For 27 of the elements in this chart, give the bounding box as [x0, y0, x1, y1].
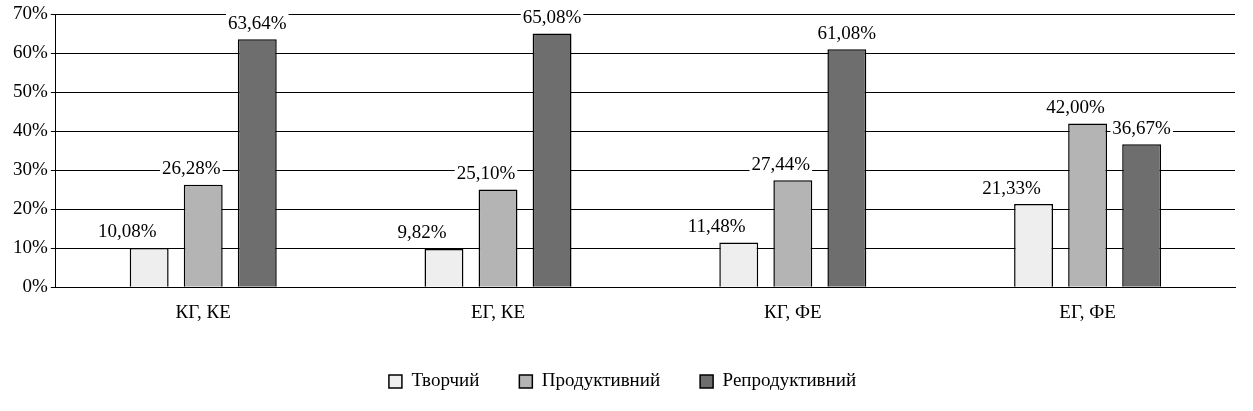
- y-tick-label: 70%: [13, 2, 48, 24]
- y-tick-label: 60%: [13, 41, 48, 63]
- legend-label: Репродуктивний: [722, 369, 857, 391]
- y-tick-label: 20%: [13, 197, 48, 219]
- data-label: 61,08%: [817, 21, 877, 43]
- x-tick-label: КГ, КЕ: [175, 300, 231, 322]
- data-label: 65,08%: [522, 6, 582, 28]
- y-tick-label: 0%: [22, 275, 48, 297]
- data-label: 27,44%: [751, 152, 811, 174]
- y-tick-label: 50%: [13, 80, 48, 102]
- data-label: 36,67%: [1112, 116, 1172, 138]
- y-tick-label: 30%: [13, 158, 48, 180]
- data-label: 25,10%: [456, 161, 516, 183]
- y-tick-label: 10%: [13, 236, 48, 258]
- x-tick-label: ЕГ, ФЕ: [1059, 300, 1116, 322]
- data-label: 63,64%: [227, 11, 287, 33]
- data-label: 26,28%: [161, 157, 221, 179]
- data-label: 9,82%: [397, 221, 447, 243]
- x-tick-label: КГ, ФЕ: [763, 300, 822, 322]
- legend-label: Творчий: [411, 369, 480, 391]
- x-tick-label: ЕГ, КЕ: [470, 300, 526, 322]
- data-label: 10,08%: [97, 220, 157, 242]
- data-label: 42,00%: [1046, 96, 1106, 117]
- data-label: 21,33%: [982, 176, 1042, 198]
- y-tick-label: 40%: [13, 119, 48, 141]
- data-label: 11,48%: [687, 214, 746, 236]
- legend-label: Продуктивний: [541, 369, 661, 391]
